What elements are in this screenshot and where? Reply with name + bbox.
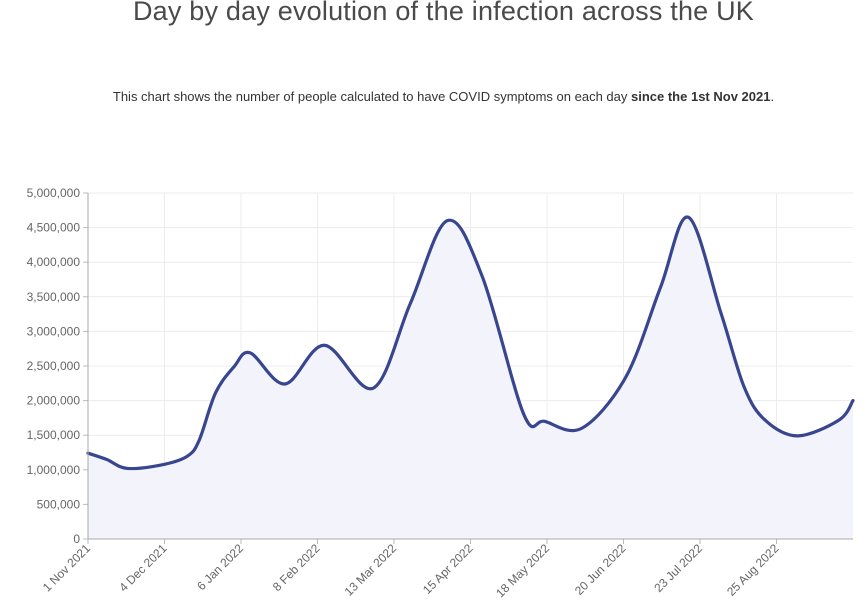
y-tick-label: 2,000,000 xyxy=(27,394,81,408)
x-tick-label: 6 Jan 2022 xyxy=(194,541,246,593)
subtitle-end: . xyxy=(770,89,775,104)
x-tick-label: 1 Nov 2021 xyxy=(40,541,94,595)
x-tick-label: 15 Apr 2022 xyxy=(420,541,476,597)
x-tick-label: 8 Feb 2022 xyxy=(270,541,323,594)
page-title: Day by day evolution of the infection ac… xyxy=(132,0,755,26)
x-tick-label: 25 Aug 2022 xyxy=(724,541,782,599)
x-tick-label: 18 May 2022 xyxy=(493,541,552,600)
area-fill xyxy=(88,216,853,540)
y-tick-label: 0 xyxy=(73,532,80,546)
y-tick-label: 1,500,000 xyxy=(27,428,81,442)
x-tick-label: 20 Jun 2022 xyxy=(572,541,629,598)
y-tick-label: 4,500,000 xyxy=(27,221,81,235)
y-tick-label: 500,000 xyxy=(37,497,81,511)
series-line xyxy=(86,215,855,471)
x-tick-label: 4 Dec 2021 xyxy=(116,541,170,595)
y-tick-label: 4,000,000 xyxy=(27,255,81,269)
x-tick-label: 13 Mar 2022 xyxy=(342,541,400,599)
subtitle-bold: since the 1st Nov 2021 xyxy=(631,89,771,104)
y-tick-label: 3,500,000 xyxy=(27,290,81,304)
y-tick-label: 5,000,000 xyxy=(27,186,81,200)
y-tick-label: 1,000,000 xyxy=(27,463,81,477)
subtitle-text: This chart shows the number of people ca… xyxy=(112,89,631,104)
y-tick-label: 3,000,000 xyxy=(27,324,81,338)
x-tick-label: 23 Jul 2022 xyxy=(651,541,705,595)
chart-description: This chart shows the number of people ca… xyxy=(0,89,867,104)
y-tick-label: 2,500,000 xyxy=(27,359,81,373)
